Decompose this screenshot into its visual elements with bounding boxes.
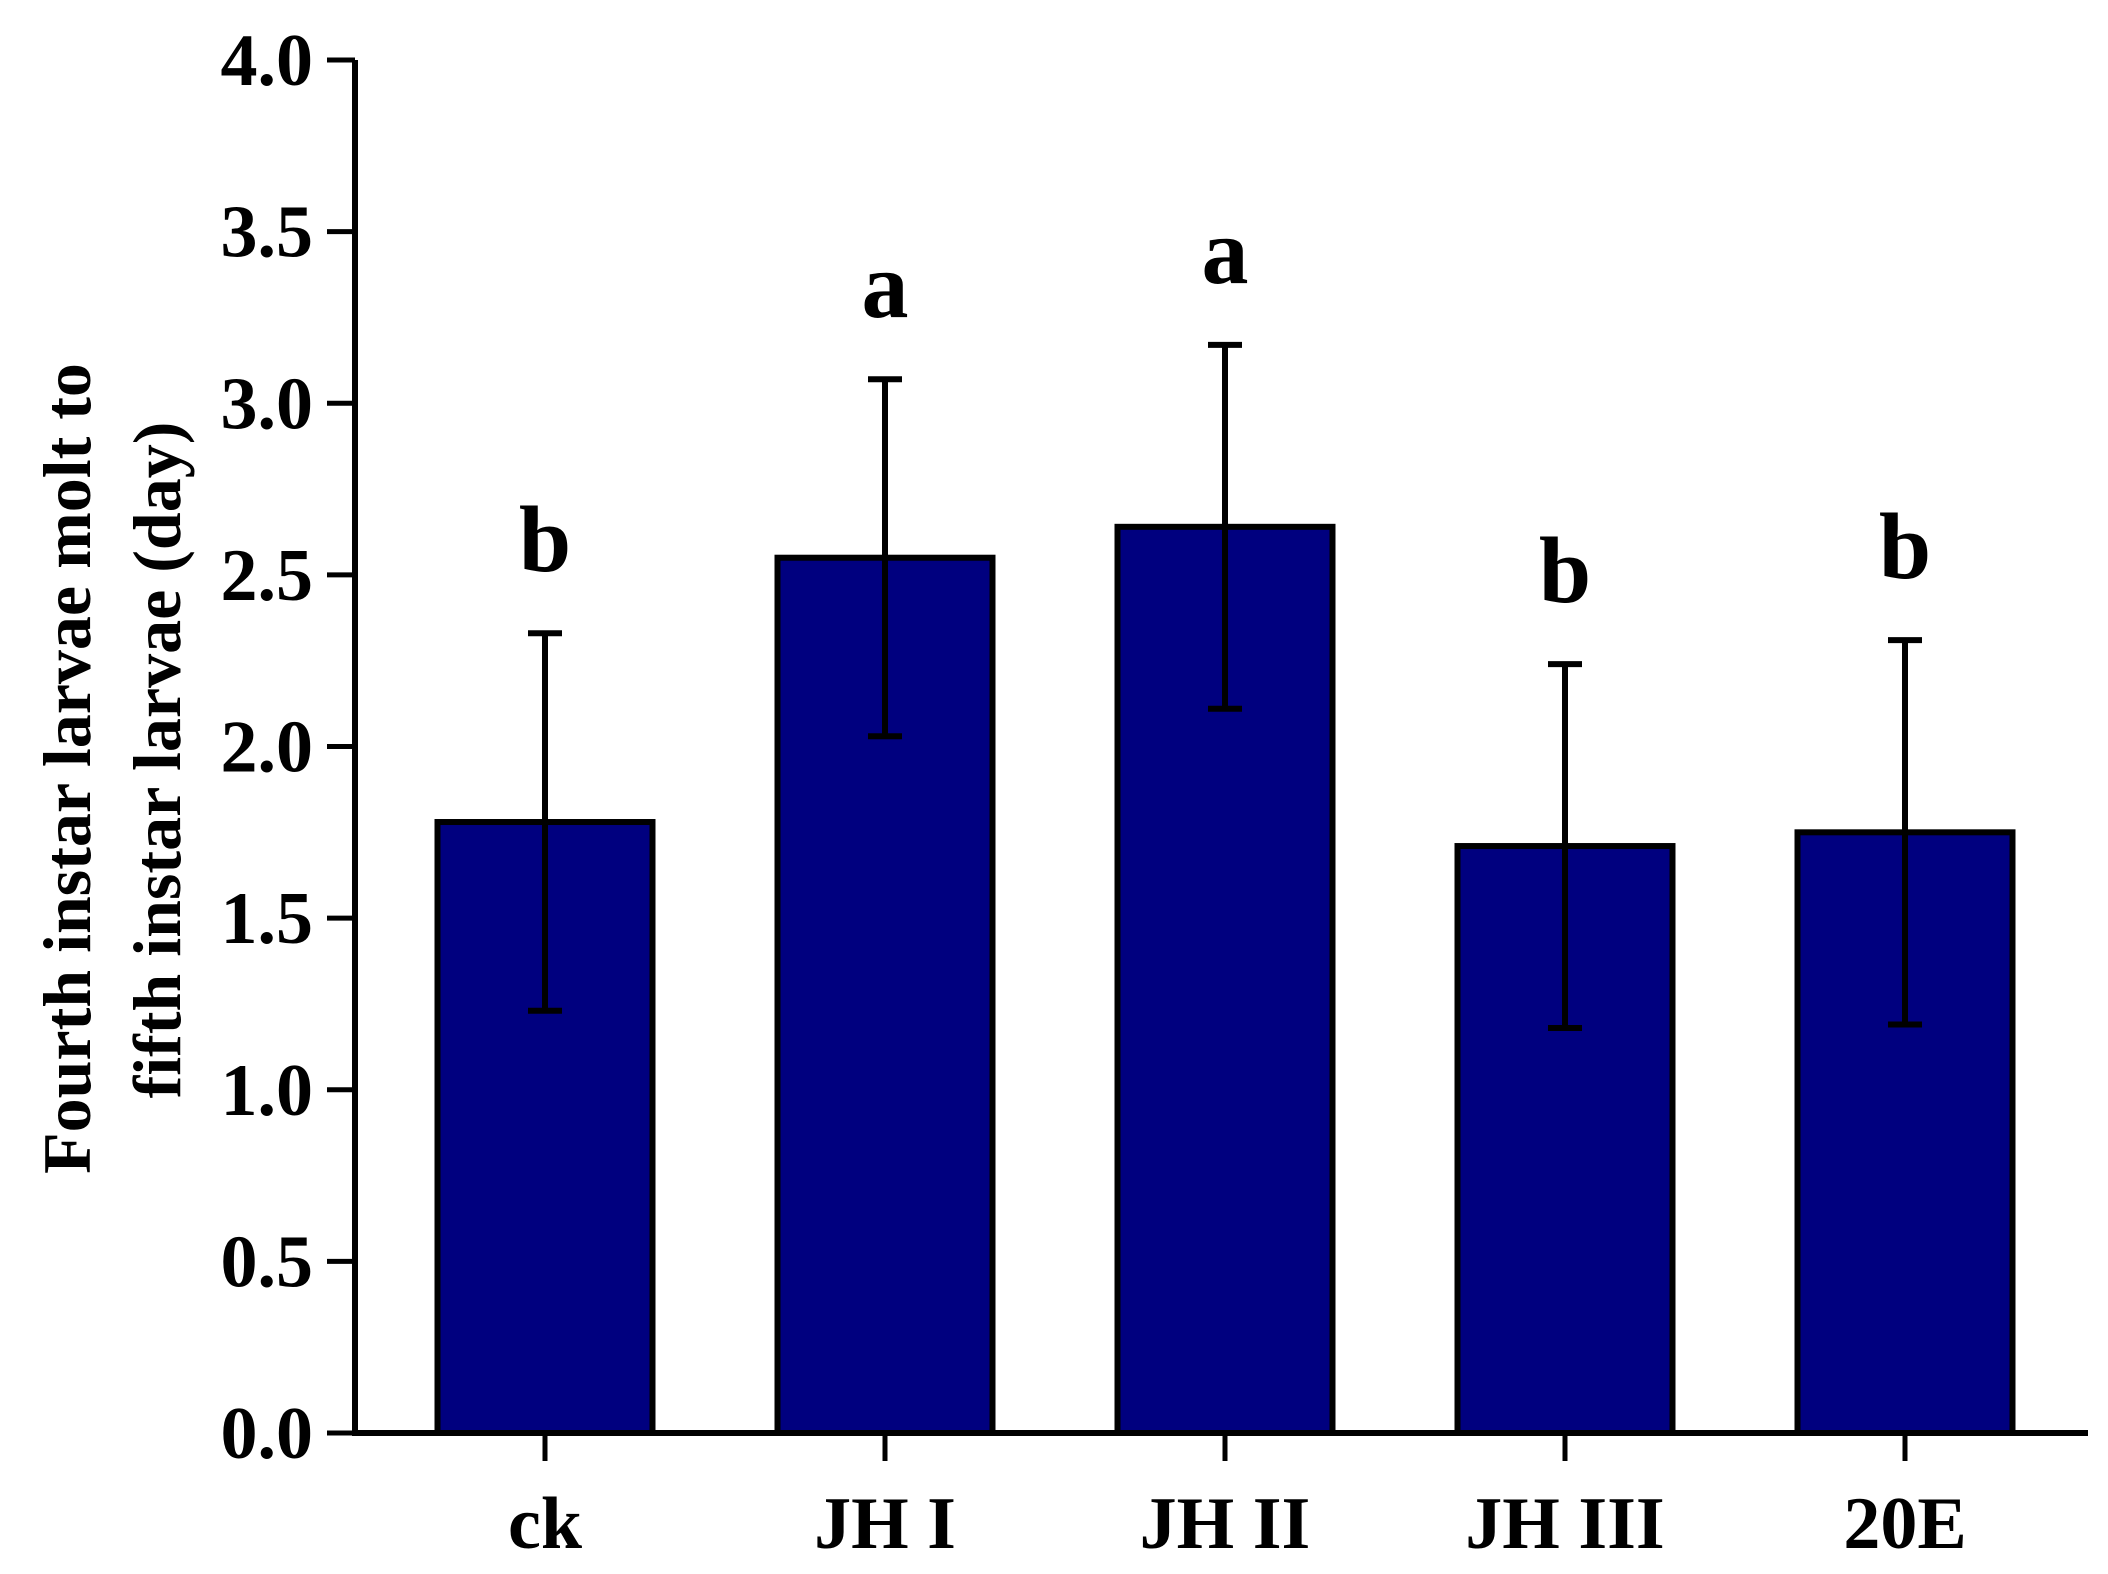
- y-tick-label: 0.0: [221, 1393, 314, 1475]
- y-axis-label-line-2: fifth instar larvae (day): [119, 422, 195, 1099]
- x-tick-label: 20E: [1843, 1483, 1966, 1565]
- y-tick-label: 1.5: [221, 878, 314, 960]
- y-tick-label: 4.0: [221, 20, 314, 102]
- y-tick-label: 0.5: [221, 1221, 314, 1303]
- bars: b a a b b: [434, 200, 2016, 1436]
- x-tick-label: JH II: [1140, 1483, 1311, 1565]
- y-tick-label: 3.5: [221, 192, 314, 274]
- x-tick-label: ck: [508, 1483, 583, 1565]
- y-axis-label: Fourth instar larvae molt to fifth insta…: [29, 346, 195, 1174]
- x-axis-ticks: ck JH I JH II JH III 20E: [508, 1433, 1967, 1565]
- significance-letter: b: [1879, 495, 1931, 599]
- y-axis-label-line-1: Fourth instar larvae molt to: [29, 363, 105, 1174]
- significance-letter: b: [519, 488, 571, 592]
- y-tick-label: 1.0: [221, 1050, 314, 1132]
- x-tick-label: JH I: [814, 1483, 956, 1565]
- y-tick-label: 2.0: [221, 707, 314, 789]
- significance-letter: a: [862, 234, 909, 338]
- y-tick-label: 2.5: [221, 535, 314, 617]
- significance-letter: b: [1539, 519, 1591, 623]
- significance-letter: a: [1202, 200, 1249, 304]
- y-tick-label: 3.0: [221, 363, 314, 445]
- x-tick-label: JH III: [1465, 1483, 1664, 1565]
- y-axis-ticks: 0.0 0.5 1.0 1.5 2.0 2.5 3.0 3.5 4.0: [221, 20, 355, 1475]
